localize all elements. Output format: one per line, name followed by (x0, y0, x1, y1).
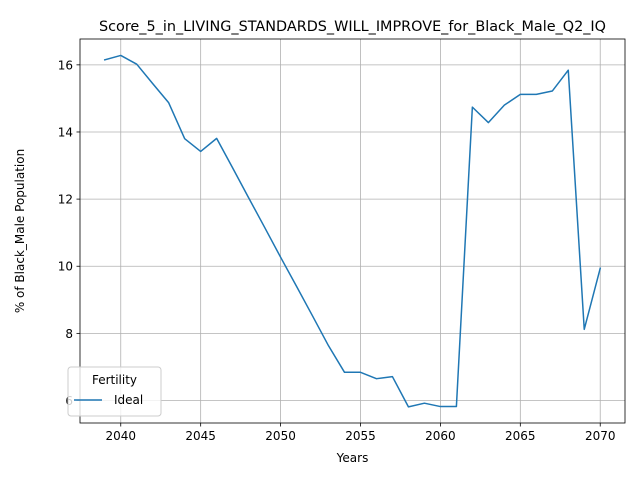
data-point (551, 90, 553, 92)
data-point (328, 345, 330, 347)
axis-ticks: 20402045205020552060206520706810121416 (58, 58, 616, 443)
x-tick-label: 2065 (505, 429, 536, 443)
plot-area (80, 39, 625, 423)
legend-box (67, 366, 162, 417)
data-point (599, 267, 601, 269)
data-point (535, 94, 537, 96)
data-point (376, 378, 378, 380)
data-point (312, 315, 314, 317)
data-point (296, 286, 298, 288)
x-tick-label: 2045 (185, 429, 216, 443)
chart-title: Score_5_in_LIVING_STANDARDS_WILL_IMPROVE… (99, 19, 606, 35)
y-tick-label: 10 (58, 260, 73, 274)
data-point (567, 69, 569, 71)
data-point (408, 406, 410, 408)
data-point (424, 402, 426, 404)
x-axis-title: Years (336, 451, 369, 465)
data-point (280, 256, 282, 258)
series-layer (103, 54, 602, 408)
data-point (440, 406, 442, 408)
data-point (520, 94, 522, 96)
data-point (360, 372, 362, 374)
data-point (392, 376, 394, 378)
data-point (168, 102, 170, 104)
plot-frame (79, 38, 626, 424)
series-line-ideal (103, 54, 602, 408)
data-point (152, 83, 154, 85)
data-point (264, 227, 266, 229)
data-point (104, 59, 106, 61)
x-tick-label: 2060 (425, 429, 456, 443)
data-point (583, 329, 585, 331)
x-tick-label: 2050 (265, 429, 296, 443)
data-point (248, 197, 250, 199)
data-point (232, 167, 234, 169)
data-point (200, 151, 202, 153)
legend: Fertility Ideal (67, 366, 162, 417)
data-point (184, 138, 186, 140)
y-axis-title: % of Black_Male Population (13, 149, 27, 313)
data-point (344, 372, 346, 374)
y-tick-label: 16 (58, 58, 73, 72)
y-tick-label: 8 (65, 327, 73, 341)
data-point (456, 406, 458, 408)
data-point (488, 122, 490, 124)
legend-label-ideal: Ideal (114, 393, 143, 407)
grid-lines (80, 39, 625, 423)
data-point (504, 104, 506, 106)
x-tick-label: 2040 (105, 429, 136, 443)
y-tick-label: 12 (58, 193, 73, 207)
data-point (472, 106, 474, 108)
x-tick-label: 2055 (345, 429, 376, 443)
data-point (120, 55, 122, 57)
data-point (216, 138, 218, 140)
x-tick-label: 2070 (585, 429, 616, 443)
data-point (136, 63, 138, 65)
y-tick-label: 14 (58, 125, 73, 139)
legend-title: Fertility (92, 373, 137, 387)
